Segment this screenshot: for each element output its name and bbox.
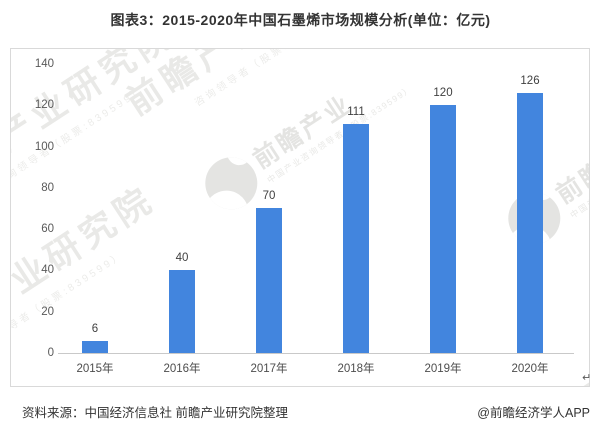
x-axis-line <box>58 353 574 354</box>
x-axis-tick-label: 2020年 <box>511 363 549 375</box>
x-axis-tick-label: 2018年 <box>337 363 375 375</box>
y-axis-tick-label: 20 <box>41 306 54 318</box>
y-axis-tick-label: 80 <box>41 182 54 194</box>
paragraph-return-mark: ↵ <box>582 372 592 384</box>
x-axis-tick-label: 2019年 <box>424 363 462 375</box>
source-note: 资料来源：中国经济信息社 前瞻产业研究院整理 <box>22 406 288 420</box>
bar-2015年 <box>82 341 108 353</box>
x-axis-tick-label: 2017年 <box>250 363 288 375</box>
y-axis-tick-label: 120 <box>34 99 54 111</box>
bar-value-label: 40 <box>175 252 189 264</box>
bar-2017年 <box>256 208 282 353</box>
brand-credit: @前瞻经济学人APP <box>477 406 590 420</box>
x-axis-tick-label: 2016年 <box>163 363 201 375</box>
watermark-logo: 前瞻产业 中国产业咨询领导者（股票:839599） <box>498 86 589 255</box>
bar-value-label: 126 <box>520 75 540 87</box>
bar-value-label: 120 <box>433 87 453 99</box>
x-axis-tick-label: 2015年 <box>76 363 114 375</box>
bar-2018年 <box>343 124 369 353</box>
bar-2019年 <box>430 105 456 353</box>
y-axis-tick-label: 40 <box>41 264 54 276</box>
chart-title: 图表3：2015-2020年中国石墨烯市场规模分析(单位：亿元) <box>110 12 491 28</box>
plot-area: 前瞻产业研究院咨询领导者（股票:839599）前瞻产业研究院咨询领导者（股票:8… <box>11 49 589 386</box>
footer: 资料来源：中国经济信息社 前瞻产业研究院整理 @前瞻经济学人APP <box>0 402 601 420</box>
bar-value-label: 111 <box>347 106 365 118</box>
watermark-logo: 前瞻产业 中国产业咨询领导者（股票:839599） <box>195 51 416 220</box>
bar-value-label: 6 <box>91 323 99 335</box>
y-axis-tick-label: 60 <box>41 223 54 235</box>
y-axis-tick-label: 140 <box>34 58 54 70</box>
bar-2016年 <box>169 270 195 353</box>
chart-panel: 前瞻产业研究院咨询领导者（股票:839599）前瞻产业研究院咨询领导者（股票:8… <box>10 48 590 387</box>
y-axis-tick-label: 100 <box>34 141 54 153</box>
bar-value-label: 70 <box>262 190 276 202</box>
y-axis-tick-label: 0 <box>47 347 54 359</box>
bar-2020年 <box>517 93 543 353</box>
